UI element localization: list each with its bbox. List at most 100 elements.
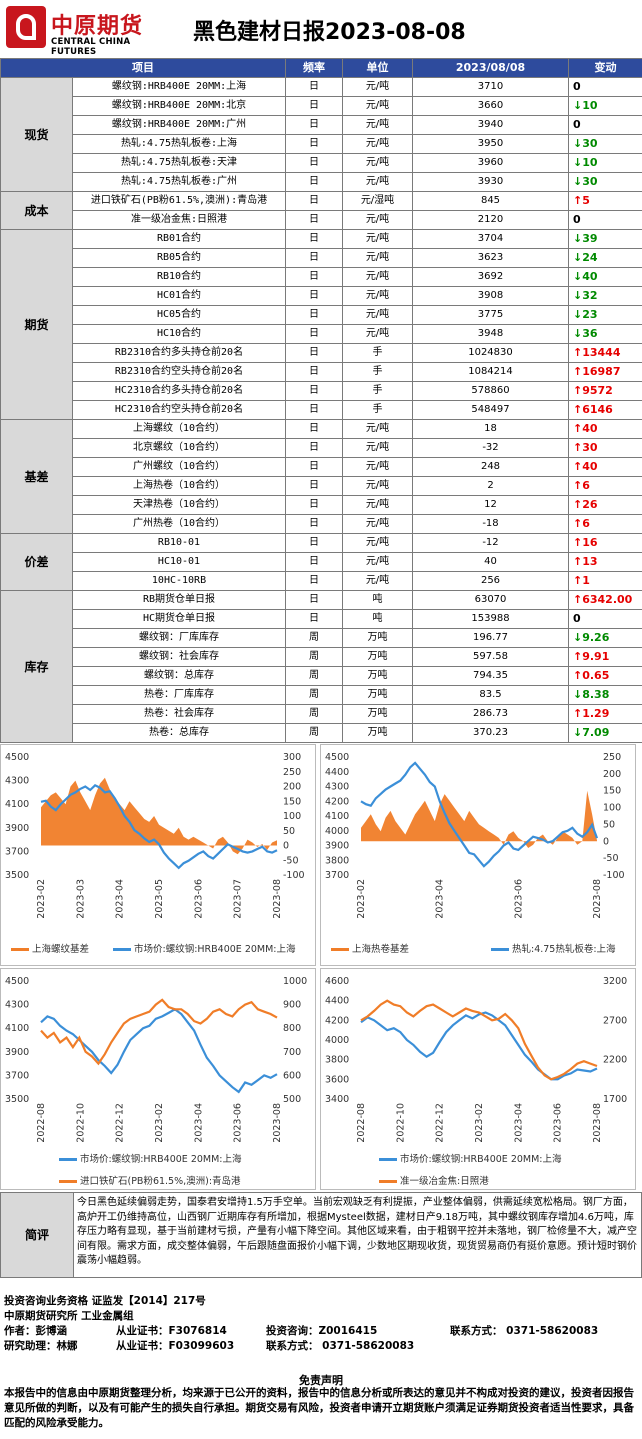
right-tick-label: -100 <box>603 870 625 881</box>
x-tick-label: 2023-03 <box>75 879 86 919</box>
table-row: 期货 RB01合约日元/吨 3704 ↓39 <box>0 229 642 420</box>
arrow-down-icon: ↓ <box>573 137 583 150</box>
x-tick-label: 2022-12 <box>435 1103 446 1143</box>
x-tick-label: 2023-06 <box>513 879 524 919</box>
change-value: 16987 <box>582 365 621 378</box>
item-cell: 螺纹钢：厂库库存 <box>72 628 286 648</box>
item-cell: 螺纹钢:HRB400E 20MM:北京 <box>72 96 286 116</box>
unit-cell: 万吨 <box>342 704 413 724</box>
legend-label: 准一级冶金焦:日照港 <box>400 1176 489 1187</box>
left-tick-label: 4100 <box>5 1023 29 1034</box>
arrow-up-icon: ↑ <box>573 346 583 359</box>
arrow-down-icon: ↓ <box>573 631 583 644</box>
item-cell: 广州热卷（10合约） <box>72 514 286 534</box>
table-row: 热卷：社会库存周万吨 286.73 ↑1.29 <box>1 704 642 724</box>
change-cell: ↑9.91 <box>568 647 642 667</box>
right-tick-label: 250 <box>603 752 621 763</box>
chart-svg: 4500 4300 4100 3900 3700 3500 300 250 200 150 100 5… <box>5 752 305 919</box>
left-tick-label: 3700 <box>325 870 349 881</box>
freq-cell: 日 <box>285 400 343 420</box>
x-tick-label: 2022-10 <box>75 1103 86 1143</box>
value-cell: -18 <box>412 514 569 534</box>
table-row: 热轧:4.75热轧板卷:天津日元/吨 3960 ↓10 <box>1 153 642 173</box>
table-row: 准一级冶金焦:日照港日元/吨 2120 0 <box>1 210 642 230</box>
arrow-up-icon: ↑ <box>573 384 583 397</box>
right-tick-label: 0 <box>283 841 289 852</box>
right-tick-label: 700 <box>283 1047 301 1058</box>
table-row: 螺纹钢:HRB400E 20MM:北京日元/吨 3660 ↓10 <box>1 96 642 116</box>
value-cell: 597.58 <box>412 647 569 667</box>
unit-cell: 万吨 <box>342 666 413 686</box>
freq-cell: 日 <box>285 381 343 401</box>
unit-cell: 元/吨 <box>342 153 413 173</box>
unit-cell: 元/吨 <box>342 457 413 477</box>
legend-label: 进口铁矿石(PB粉61.5%,澳洲):青岛港 <box>80 1176 241 1187</box>
arrow-up-icon: ↑ <box>573 593 583 606</box>
change-cell: ↑5 <box>568 191 642 211</box>
item-cell: 热轧:4.75热轧板卷:天津 <box>72 153 286 173</box>
left-tick-label: 3700 <box>5 1070 29 1081</box>
item-cell: 热卷：总库存 <box>72 723 286 743</box>
item-cell: RB05合约 <box>72 248 286 268</box>
table-row: 现货 螺纹钢:HRB400E 20MM:上海日元/吨 3710 0 <box>0 77 642 192</box>
value-cell: 256 <box>412 571 569 591</box>
left-tick-label: 4000 <box>325 826 349 837</box>
change-value: 24 <box>582 251 598 264</box>
table-row: 广州热卷（10合约）日元/吨 -18 ↑6 <box>1 514 642 534</box>
series-line <box>40 998 278 1066</box>
right-tick-label: 150 <box>603 786 621 797</box>
x-tick-label: 2023-04 <box>435 879 446 919</box>
change-value: 6342.00 <box>582 593 633 606</box>
change-value: 40 <box>582 460 598 473</box>
legend-swatch <box>331 948 349 951</box>
legend-swatch <box>379 1158 397 1161</box>
item-cell: 广州螺纹（10合约） <box>72 457 286 477</box>
table-row: 广州螺纹（10合约）日元/吨 248 ↑40 <box>1 457 642 477</box>
change-cell: ↑30 <box>568 438 642 458</box>
table-row: 热卷：总库存周万吨 370.23 ↓7.09 <box>1 723 642 743</box>
report-header: 中原期货 CENTRAL CHINA FUTURES 黑色建材日报2023-08… <box>0 0 642 59</box>
change-value: 9.26 <box>582 631 610 644</box>
right-tick-label: 1700 <box>603 1094 627 1105</box>
legend-label: 市场价:螺纹钢:HRB400E 20MM:上海 <box>80 1154 242 1165</box>
x-tick-label: 2023-02 <box>356 879 367 919</box>
value-cell: 12 <box>412 495 569 515</box>
change-cell: 0 <box>568 210 642 230</box>
table-row: HC05合约日元/吨 3775 ↓23 <box>1 305 642 325</box>
change-value: 9572 <box>582 384 613 397</box>
value-cell: 18 <box>412 419 569 439</box>
arrow-down-icon: ↓ <box>573 99 583 112</box>
freq-cell: 日 <box>285 495 343 515</box>
arrow-up-icon: ↑ <box>573 536 583 549</box>
right-tick-label: 0 <box>603 836 609 847</box>
unit-cell: 元/湿吨 <box>342 191 413 211</box>
unit-cell: 元/吨 <box>342 172 413 192</box>
unit-cell: 元/吨 <box>342 495 413 515</box>
left-tick-label: 4100 <box>5 799 29 810</box>
freq-cell: 日 <box>285 552 343 572</box>
change-cell: ↑6146 <box>568 400 642 420</box>
x-tick-label: 2023-08 <box>272 1103 283 1143</box>
left-tick-label: 4200 <box>325 796 349 807</box>
freq-cell: 日 <box>285 514 343 534</box>
change-cell: ↑16987 <box>568 362 642 382</box>
disclaimer-title: 免责声明 <box>299 1374 343 1387</box>
x-tick-label: 2023-08 <box>272 879 283 919</box>
contact-2: 联系方式： 0371-58620083 <box>266 1340 415 1352</box>
right-tick-label: 1000 <box>283 976 307 987</box>
license-info: 投资咨询业务资格 证监发【2014】217号 <box>4 1295 206 1307</box>
left-tick-label: 4500 <box>5 976 29 987</box>
unit-cell: 元/吨 <box>342 571 413 591</box>
unit-cell: 手 <box>342 400 413 420</box>
legend-label: 市场价:螺纹钢:HRB400E 20MM:上海 <box>134 944 296 955</box>
chart-legend-item: 进口铁矿石(PB粉61.5%,澳洲):青岛港 <box>59 1173 241 1187</box>
chart-svg: 4600 4400 4200 4000 3800 3600 3400 3200 2700 2200… <box>325 976 627 1143</box>
legend-swatch <box>11 948 29 951</box>
change-cell: ↑13 <box>568 552 642 572</box>
unit-cell: 万吨 <box>342 628 413 648</box>
item-cell: 热卷：厂库库存 <box>72 685 286 705</box>
value-cell: 845 <box>412 191 569 211</box>
arrow-down-icon: ↓ <box>573 688 583 701</box>
change-value: 32 <box>582 289 598 302</box>
value-cell: 286.73 <box>412 704 569 724</box>
